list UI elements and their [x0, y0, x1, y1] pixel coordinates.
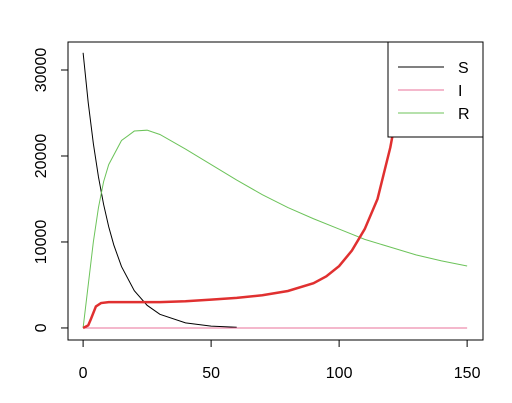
- series-line: [82, 42, 411, 330]
- legend-label: I: [458, 83, 462, 100]
- y-tick-label: 20000: [33, 134, 50, 179]
- x-tick-label: 100: [326, 365, 353, 382]
- x-tick-label: 50: [202, 365, 220, 382]
- legend-label: S: [458, 60, 469, 77]
- x-tick-label: 0: [79, 365, 88, 382]
- y-tick-label: 10000: [33, 220, 50, 265]
- series-line: [82, 52, 237, 328]
- x-tick-label: 150: [454, 365, 481, 382]
- y-tick-label: 30000: [33, 48, 50, 93]
- plot-frame: [67, 41, 484, 341]
- series-line: [82, 129, 468, 329]
- y-tick-label: 0: [33, 323, 50, 332]
- legend-label: R: [458, 106, 470, 123]
